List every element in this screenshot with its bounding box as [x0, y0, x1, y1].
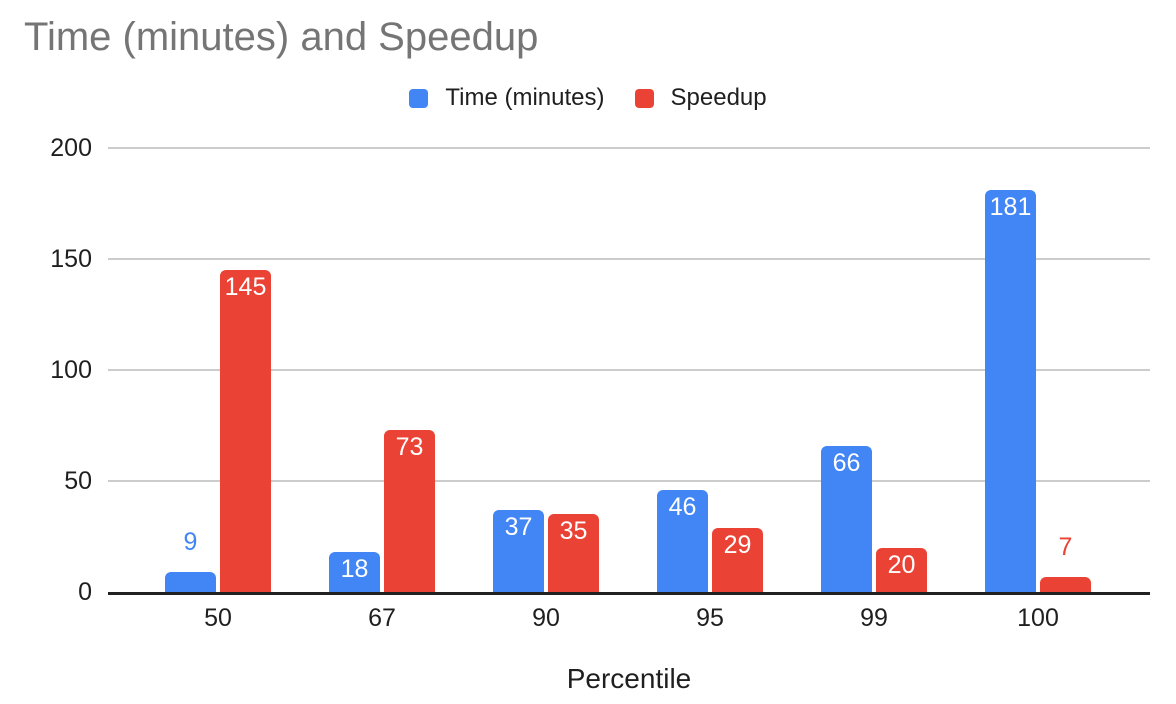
chart-title: Time (minutes) and Speedup [24, 15, 539, 59]
bar-time--minutes--95: 46 [657, 489, 708, 592]
x-tick-label-99: 99 [860, 604, 888, 632]
y-tick-label-200: 200 [50, 134, 92, 162]
x-tick-label-95: 95 [696, 604, 724, 632]
bar-time--minutes--50: 9 [165, 529, 216, 592]
y-axis-labels: 0 50 100 150 200 [0, 135, 92, 605]
bar-value-label: 29 [723, 530, 752, 559]
bar-groups: 9 145 18 73 37 35 46 29 66 20 181 7 [108, 148, 1150, 592]
plot-area: 9 145 18 73 37 35 46 29 66 20 181 7 [108, 147, 1150, 592]
x-tick-label-90: 90 [532, 604, 560, 632]
bar-speedup-67: 73 [384, 429, 435, 592]
y-tick-label-0: 0 [78, 578, 92, 606]
x-tick-label-100: 100 [1017, 604, 1059, 632]
bar-value-label: 46 [668, 492, 697, 521]
gridline-50 [108, 480, 1150, 482]
bar-value-label: 20 [887, 550, 916, 579]
legend: Time (minutes) Speedup [0, 84, 1176, 112]
gridline-100 [108, 369, 1150, 371]
bar-time--minutes--67: 18 [329, 552, 380, 592]
legend-label-speedup: Speedup [670, 84, 767, 111]
bar-value-label: 181 [989, 193, 1032, 222]
bar-group-67: 18 73 [300, 148, 464, 592]
y-tick-label-150: 150 [50, 245, 92, 273]
bar-time--minutes--100: 181 [985, 190, 1036, 592]
bar-value-label: 66 [832, 448, 861, 477]
bar-speedup-99: 20 [876, 547, 927, 592]
bar-group-100: 181 7 [956, 148, 1120, 592]
bar-value-label: 145 [224, 273, 267, 302]
bar-value-label: 18 [340, 555, 369, 583]
legend-item-time: Time (minutes) [409, 84, 605, 112]
bar-value-label: 35 [559, 517, 588, 546]
legend-swatch-speedup-icon [634, 88, 654, 108]
bar-speedup-95: 29 [712, 527, 763, 592]
bar-group-90: 37 35 [464, 148, 628, 592]
bar-group-95: 46 29 [628, 148, 792, 592]
x-axis-labels: 50 67 90 95 99 100 [108, 604, 1150, 632]
y-tick-label-50: 50 [64, 467, 92, 495]
gridline-150 [108, 258, 1150, 260]
bar-value-label: 37 [504, 512, 533, 541]
bar-value-label: 73 [395, 432, 424, 461]
bar-time--minutes--90: 37 [493, 509, 544, 592]
bar-speedup-100: 7 [1040, 534, 1091, 592]
y-tick-label-100: 100 [50, 356, 92, 384]
legend-swatch-time-icon [409, 88, 429, 108]
x-axis-line [108, 592, 1150, 595]
bar-value-label: 7 [1058, 532, 1073, 561]
bar-group-50: 9 145 [136, 148, 300, 592]
x-axis-title: Percentile [566, 663, 692, 694]
gridlines [108, 147, 1150, 592]
legend-label-time: Time (minutes) [445, 84, 605, 111]
bar-group-99: 66 20 [792, 148, 956, 592]
legend-item-speedup: Speedup [634, 84, 767, 112]
gridline-200 [108, 147, 1150, 149]
x-tick-label-50: 50 [204, 604, 232, 632]
bar-speedup-50: 145 [220, 270, 271, 592]
bar-speedup-90: 35 [548, 514, 599, 592]
bar-time--minutes--99: 66 [821, 445, 872, 592]
x-tick-label-67: 67 [368, 604, 396, 632]
bar-value-label: 9 [183, 528, 198, 556]
